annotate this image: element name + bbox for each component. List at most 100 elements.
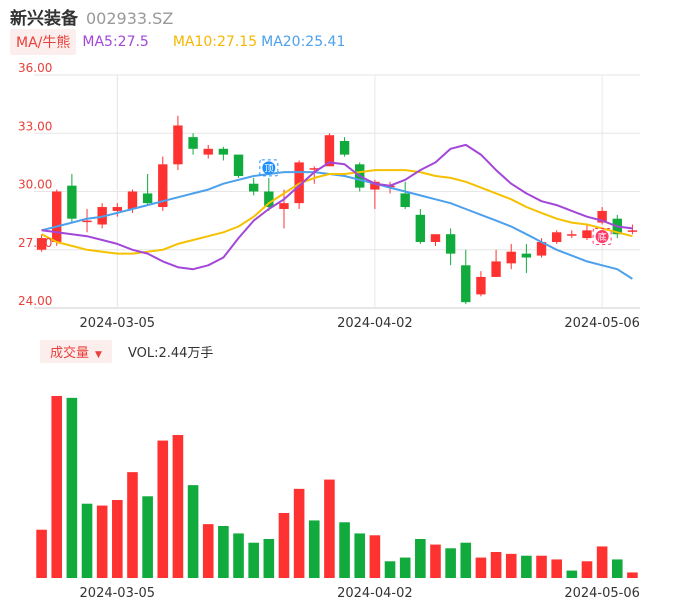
bottom-marker: 底: [592, 228, 612, 246]
volume-bar: [430, 544, 441, 578]
candle-body: [248, 183, 259, 192]
candle-body: [551, 232, 562, 242]
volume-value: VOL:2.44万手: [127, 345, 214, 361]
candle: [445, 228, 456, 266]
candle: [476, 271, 486, 297]
volume-bar: [187, 485, 199, 578]
candle: [506, 243, 516, 270]
volume-bar: [521, 555, 532, 578]
stock-code: 002933.SZ: [86, 9, 174, 28]
volume-bar: [566, 570, 578, 578]
candle-body: [36, 238, 47, 250]
candle-body: [445, 234, 456, 254]
volume-bar: [96, 505, 108, 578]
candle-body: [567, 234, 577, 236]
volume-bar: [172, 435, 184, 578]
candle-body: [430, 234, 441, 242]
ma10-line: [41, 169, 633, 255]
candle: [309, 166, 319, 184]
ma5-line: [41, 143, 633, 271]
candle-body: [188, 137, 198, 149]
volume-bar: [51, 396, 63, 578]
price-tick-label: 24.00: [18, 294, 52, 308]
volume-bar: [581, 561, 593, 578]
volume-bar: [551, 559, 562, 578]
candle: [67, 174, 77, 223]
candle-body: [158, 164, 168, 208]
price-tick-label: 33.00: [18, 119, 52, 133]
candle-body: [309, 168, 319, 170]
date-tick-label: 2024-03-05: [80, 586, 156, 601]
marker-label: 底: [598, 231, 607, 243]
price-tick-label: 36.00: [18, 61, 52, 75]
ma20-legend: MA20:25.41: [261, 34, 346, 50]
date-tick-label: 2024-05-06: [564, 586, 640, 601]
volume-bar: [218, 526, 229, 578]
candle: [582, 224, 592, 241]
volume-bar: [505, 553, 517, 578]
date-tick-label: 2024-04-02: [337, 586, 413, 601]
candle: [567, 230, 577, 239]
candle-body: [82, 220, 92, 223]
candle-body: [339, 141, 350, 155]
candle: [112, 203, 123, 217]
candle-body: [233, 154, 244, 176]
volume-bar: [127, 472, 138, 578]
date-tick-label: 2024-05-06: [564, 316, 640, 331]
candle-body: [521, 253, 532, 258]
candle-body: [536, 241, 547, 256]
candle: [521, 243, 532, 274]
stock-header: 新兴装备 002933.SZ: [10, 4, 174, 29]
date-tick-label: 2024-04-02: [337, 316, 413, 331]
markers: 顶底: [259, 159, 612, 246]
volume-bar: [536, 555, 547, 578]
volume-bar: [81, 503, 93, 578]
volume-bar: [490, 552, 502, 578]
volume-bar: [384, 561, 396, 578]
candle-body: [324, 135, 335, 167]
volume-indicator-button[interactable]: 成交量 ▼: [40, 339, 112, 363]
marker-frame: [592, 228, 612, 246]
candle: [430, 234, 441, 246]
volume-bar: [36, 529, 47, 578]
volume-bar: [202, 524, 214, 578]
candle-body: [173, 125, 183, 165]
candle-body: [203, 148, 213, 155]
candle: [188, 133, 198, 155]
ma20-line: [41, 171, 633, 280]
volume-bar: [460, 542, 472, 578]
candle: [36, 234, 47, 252]
candle-body: [264, 191, 274, 208]
candle-body: [52, 191, 62, 242]
volume-legend: 成交量 ▼ VOL:2.44万手: [40, 339, 214, 363]
candle: [52, 189, 62, 246]
bottom-marker-icon: [595, 230, 609, 244]
candle: [551, 230, 562, 244]
volume-bar: [369, 535, 381, 578]
candle: [400, 181, 410, 209]
volume-bar: [308, 520, 320, 578]
price-axis: 36.00 33.00 30.00 27.00 24.00: [18, 61, 52, 308]
volume-bar: [415, 539, 426, 578]
ma-legend: MA/牛熊 MA5:27.5 MA10:27.15 MA20:25.41: [10, 29, 345, 55]
candle: [248, 177, 259, 196]
volume-indicator-label: 成交量: [50, 345, 90, 361]
price-tick-label: 30.00: [18, 178, 52, 192]
date-axis-volume: 2024-03-05 2024-04-02 2024-05-06: [80, 586, 640, 601]
candle: [339, 137, 350, 157]
candle: [627, 224, 638, 235]
volume-bar: [157, 440, 169, 578]
volume-bar: [354, 533, 366, 578]
candle-body: [506, 251, 516, 264]
marker-label: 顶: [264, 163, 273, 174]
volume-bar: [611, 559, 623, 578]
ma-indicator-button[interactable]: MA/牛熊: [10, 29, 77, 55]
volume-bar: [399, 557, 411, 578]
volume-bar: [475, 557, 487, 578]
volume-bar: [627, 572, 638, 578]
volume-bar: [233, 533, 244, 578]
caret-down-icon: ▼: [95, 349, 102, 360]
candle-body: [142, 193, 153, 204]
volume-bar: [596, 546, 608, 578]
